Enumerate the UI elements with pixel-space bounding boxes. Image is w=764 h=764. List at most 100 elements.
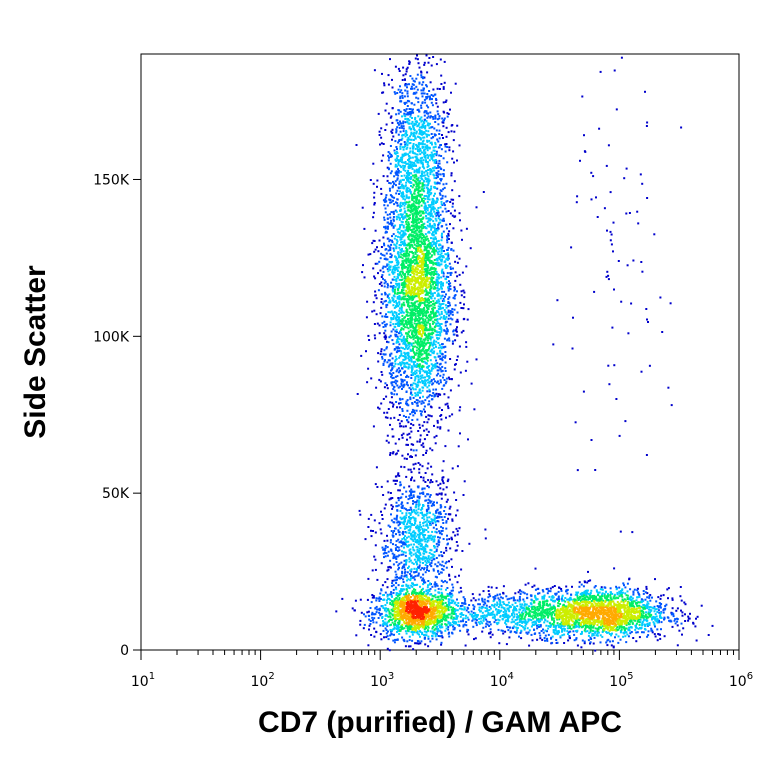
data-point [616, 593, 619, 596]
data-points [335, 54, 714, 652]
data-point [458, 195, 461, 198]
data-point [405, 376, 408, 378]
data-point [585, 590, 588, 593]
data-point [419, 538, 422, 541]
data-point [399, 85, 401, 88]
data-point [374, 483, 377, 486]
data-point [412, 382, 415, 385]
data-point [381, 267, 384, 270]
data-point [402, 164, 405, 167]
data-point [442, 346, 445, 349]
data-point [438, 313, 441, 316]
data-point [403, 559, 406, 562]
data-point [462, 620, 465, 623]
data-point [412, 410, 415, 413]
data-point [471, 613, 474, 616]
data-point [431, 336, 434, 339]
data-point [427, 190, 429, 193]
data-point [445, 135, 448, 138]
data-point [418, 497, 421, 500]
data-point [403, 541, 406, 544]
data-point [385, 629, 388, 632]
data-point [420, 71, 423, 74]
data-point [546, 588, 549, 591]
data-point [409, 559, 412, 562]
data-point [446, 498, 449, 501]
data-point [512, 599, 515, 602]
data-point [399, 248, 402, 251]
data-point [393, 278, 396, 281]
data-point [609, 191, 612, 194]
data-point [429, 173, 432, 176]
data-point [455, 330, 458, 333]
data-point [427, 530, 430, 533]
data-point [401, 493, 404, 496]
data-point [428, 370, 431, 373]
data-point [371, 616, 374, 619]
data-point [493, 621, 496, 624]
data-point [517, 616, 520, 619]
data-point [413, 131, 416, 134]
data-point [430, 155, 433, 158]
data-point [442, 175, 445, 178]
data-point [411, 490, 414, 493]
data-point [430, 561, 433, 564]
data-point [385, 336, 388, 339]
data-point [662, 609, 665, 612]
data-point [387, 365, 390, 368]
data-point [456, 465, 459, 468]
data-point [435, 531, 438, 534]
data-point [445, 332, 448, 335]
data-point [437, 305, 440, 308]
data-point [402, 522, 405, 525]
data-point [427, 504, 430, 507]
data-point [441, 352, 443, 355]
data-point [386, 264, 389, 267]
data-point [397, 549, 399, 552]
data-point [413, 567, 416, 570]
data-point [392, 226, 395, 229]
data-point [395, 247, 398, 250]
data-point [397, 305, 400, 307]
data-point [421, 465, 424, 468]
data-point [396, 521, 399, 524]
data-point [415, 501, 418, 503]
data-point [379, 380, 382, 383]
data-point [560, 588, 563, 590]
data-point [660, 594, 663, 597]
data-point [417, 551, 420, 554]
data-point [645, 454, 648, 456]
data-point [403, 362, 405, 365]
data-point [599, 588, 602, 591]
data-point [386, 268, 389, 271]
data-point [421, 83, 424, 86]
data-point [601, 635, 604, 638]
data-point [401, 572, 404, 575]
data-point [389, 311, 392, 314]
data-point [425, 84, 428, 87]
data-point [378, 611, 381, 614]
data-point [449, 274, 452, 276]
data-point [370, 601, 373, 604]
data-point [433, 159, 436, 162]
data-point [443, 551, 445, 554]
data-point [411, 87, 414, 90]
data-point [445, 182, 448, 185]
data-point [448, 594, 451, 597]
data-point [409, 398, 412, 401]
data-point [421, 400, 424, 403]
data-point [396, 252, 399, 255]
data-point [418, 122, 421, 125]
data-point [438, 327, 441, 330]
data-point [383, 623, 386, 626]
data-point [458, 144, 461, 147]
data-point [426, 569, 428, 571]
data-point [399, 225, 402, 228]
data-point [441, 626, 444, 629]
data-point [449, 547, 452, 550]
data-point [452, 150, 455, 153]
data-point [459, 629, 462, 632]
data-point [444, 266, 447, 269]
data-point [384, 337, 387, 340]
data-point [391, 507, 394, 510]
